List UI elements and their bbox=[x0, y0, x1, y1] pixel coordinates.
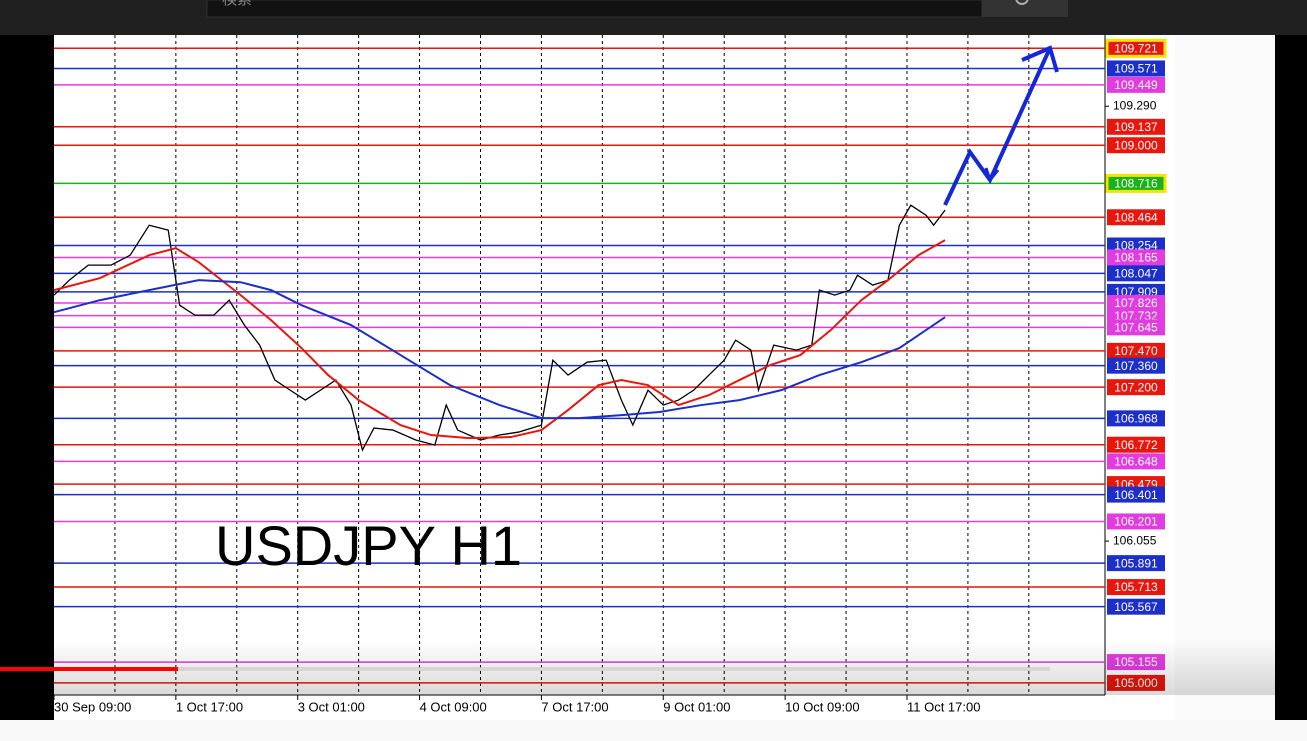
level-box bbox=[1107, 342, 1165, 359]
level-label: 106.772 bbox=[1114, 438, 1158, 452]
level-box bbox=[1107, 357, 1165, 374]
level-box bbox=[1107, 379, 1165, 396]
annotation: USDJPY H1 bbox=[215, 514, 522, 577]
level-label: 105.891 bbox=[1114, 556, 1158, 570]
level-box bbox=[1107, 513, 1165, 530]
arrow-head bbox=[984, 167, 1000, 184]
level-box bbox=[1107, 60, 1165, 77]
x-tick-label: 10 Oct 09:00 bbox=[785, 699, 859, 714]
progress-track[interactable] bbox=[0, 667, 1050, 671]
search-icon bbox=[1015, 0, 1029, 5]
search-button[interactable] bbox=[982, 0, 1068, 17]
level-label: 108.165 bbox=[1114, 251, 1158, 265]
level-label: 109.571 bbox=[1114, 62, 1158, 76]
level-box bbox=[1107, 209, 1165, 226]
level-box bbox=[1107, 249, 1165, 266]
level-box bbox=[1107, 118, 1165, 135]
level-box bbox=[1107, 137, 1165, 154]
x-tick-label: 7 Oct 17:00 bbox=[541, 699, 608, 714]
level-box bbox=[1107, 76, 1165, 93]
level-label: 107.732 bbox=[1114, 309, 1158, 323]
level-box bbox=[1105, 173, 1167, 193]
y-tick-label: 109.290 bbox=[1113, 98, 1157, 112]
level-label: 106.648 bbox=[1114, 455, 1158, 469]
level-label: 107.200 bbox=[1114, 380, 1158, 394]
progress-played[interactable] bbox=[0, 667, 178, 671]
level-label: 106.401 bbox=[1114, 488, 1158, 502]
x-tick-label: 30 Sep 09:00 bbox=[54, 699, 131, 714]
x-tick-label: 1 Oct 17:00 bbox=[176, 699, 243, 714]
x-tick-label: 4 Oct 09:00 bbox=[420, 699, 487, 714]
level-label: 108.716 bbox=[1114, 177, 1158, 191]
level-box bbox=[1107, 265, 1165, 282]
level-label: 108.254 bbox=[1114, 239, 1158, 253]
level-box bbox=[1107, 436, 1165, 453]
level-label: 107.470 bbox=[1114, 344, 1158, 358]
level-label: 109.000 bbox=[1114, 138, 1158, 152]
page-footer bbox=[0, 720, 1307, 741]
forecast-arrow bbox=[943, 47, 1052, 206]
price-line bbox=[53, 239, 946, 440]
x-tick-label: 9 Oct 01:00 bbox=[663, 699, 730, 714]
left-margin bbox=[0, 35, 54, 720]
x-tick-label: 3 Oct 01:00 bbox=[298, 699, 365, 714]
price-line bbox=[53, 204, 946, 452]
level-label: 109.721 bbox=[1114, 41, 1158, 55]
right-margin bbox=[1275, 35, 1307, 720]
level-label: 109.137 bbox=[1114, 120, 1158, 134]
level-label: 107.360 bbox=[1114, 359, 1158, 373]
level-label: 106.968 bbox=[1114, 412, 1158, 426]
level-label: 106.201 bbox=[1114, 515, 1158, 529]
level-label: 109.449 bbox=[1114, 78, 1158, 92]
level-label: 105.713 bbox=[1114, 580, 1158, 594]
level-label: 105.567 bbox=[1114, 600, 1158, 614]
level-label: 108.464 bbox=[1114, 210, 1158, 224]
level-box bbox=[1107, 486, 1165, 503]
search-placeholder: 検索 bbox=[222, 0, 252, 8]
level-box bbox=[1107, 319, 1165, 336]
y-tick-label: 106.055 bbox=[1113, 533, 1157, 547]
price-line bbox=[53, 279, 946, 420]
side-panel bbox=[1175, 35, 1275, 720]
chart-bg bbox=[54, 35, 1175, 720]
level-box bbox=[1107, 410, 1165, 427]
level-box bbox=[1107, 555, 1165, 572]
level-box bbox=[1107, 598, 1165, 615]
level-box bbox=[1107, 295, 1165, 312]
level-label: 107.645 bbox=[1114, 321, 1158, 335]
level-label: 108.047 bbox=[1114, 266, 1158, 280]
level-box bbox=[1107, 579, 1165, 596]
level-box bbox=[1105, 38, 1167, 58]
arrow-head bbox=[1021, 45, 1059, 73]
level-label: 107.826 bbox=[1114, 296, 1158, 310]
search-box[interactable] bbox=[206, 0, 983, 18]
x-tick-label: 11 Oct 17:00 bbox=[907, 699, 980, 714]
level-box bbox=[1107, 453, 1165, 470]
